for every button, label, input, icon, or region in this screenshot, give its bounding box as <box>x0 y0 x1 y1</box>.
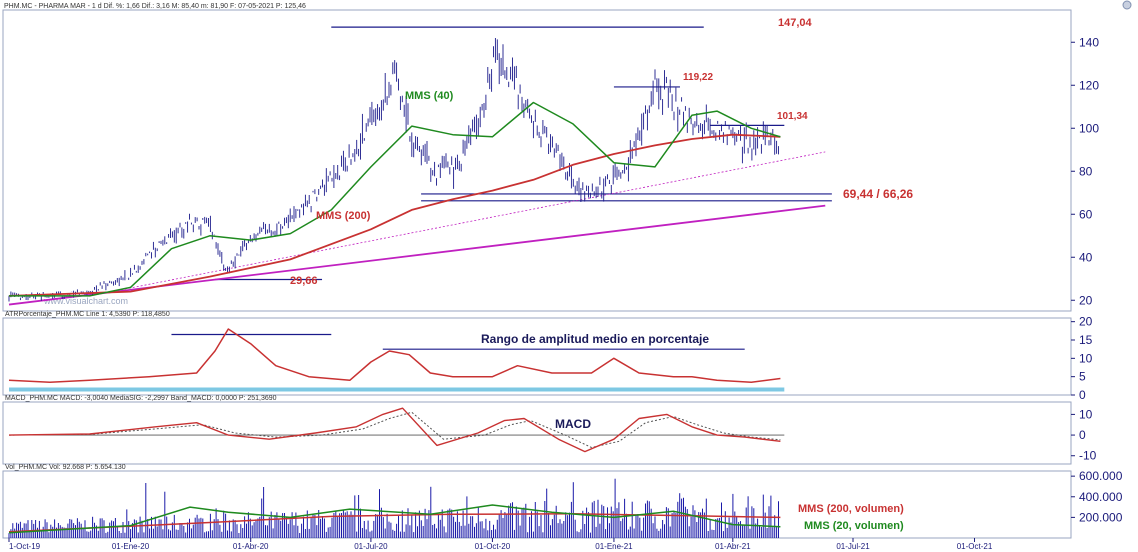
annotation-low: 29,66 <box>290 275 318 287</box>
x-tick-label: 01-Abr-21 <box>715 542 751 551</box>
x-tick-label: 01-Oct-21 <box>957 542 993 551</box>
x-tick-label: 1-Oct-19 <box>9 542 41 551</box>
price-panel-frame <box>2 9 1072 312</box>
grid-layer <box>8 41 1075 542</box>
y-tick-label: 140 <box>1079 35 1099 49</box>
y-tick-label: 200.000 <box>1079 510 1123 524</box>
y-tick-label: 80 <box>1079 164 1093 178</box>
y-tick-label: 100 <box>1079 121 1099 135</box>
watermark: www.visualchart.com <box>43 296 128 306</box>
atr-panel-frame <box>2 317 1072 396</box>
labels-layer: 2040608010012014020151050100-10600.00040… <box>9 35 1123 551</box>
y-tick-label: 400.000 <box>1079 490 1123 504</box>
legend-vol-200: MMS (200, volumen) <box>798 503 904 515</box>
window-menu-icon[interactable] <box>1122 0 1132 10</box>
macd-header: MACD_PHM.MC MACD: -3,0040 MediaSIG: -2,2… <box>5 395 277 402</box>
price-ohlc-bars <box>8 38 779 302</box>
atr-header: ATRPorcentaje_PHM.MC Line 1: 4,5390 P: 1… <box>5 311 170 318</box>
macd-title: MACD <box>555 417 591 431</box>
y-tick-label: 20 <box>1079 293 1093 307</box>
y-tick-label: 10 <box>1079 351 1093 365</box>
atr-line <box>8 328 781 383</box>
x-tick-label: 01-Ene-21 <box>595 542 633 551</box>
y-tick-label: 10 <box>1079 407 1093 421</box>
y-tick-label: 5 <box>1079 370 1086 384</box>
x-tick-label: 01-Jul-20 <box>354 542 388 551</box>
label-mms200: MMS (200) <box>316 210 371 222</box>
x-tick-label: 01-Ene-20 <box>112 542 150 551</box>
volume-header: Vol_PHM.MC Vol: 92.668 P: 5.654.130 <box>5 464 126 471</box>
atr-title: Rango de amplitud medio en porcentaje <box>481 332 709 346</box>
x-tick-label: 01-Oct-20 <box>475 542 511 551</box>
annotation-support: 69,44 / 66,26 <box>843 187 913 201</box>
volume-mms20-line <box>8 504 781 534</box>
mms40-line <box>9 101 781 297</box>
y-tick-label: 0 <box>1079 388 1086 402</box>
annotation-119: 119,22 <box>683 72 713 83</box>
mms200-line <box>8 133 781 297</box>
y-tick-label: 0 <box>1079 428 1086 442</box>
y-tick-label: -10 <box>1079 449 1097 463</box>
x-tick-label: 01-Abr-20 <box>233 542 269 551</box>
marks-layer <box>8 26 832 538</box>
main-header: PHM.MC - PHARMA MAR - 1 d Dif. %: 1,66 D… <box>4 3 306 10</box>
x-tick-label: 01-Jul-21 <box>836 542 870 551</box>
y-tick-label: 600.000 <box>1079 469 1123 483</box>
volume-bars <box>8 478 779 538</box>
trendline-soporte_punteada <box>89 151 826 297</box>
y-tick-label: 15 <box>1079 333 1093 347</box>
label-mms40: MMS (40) <box>405 90 454 102</box>
annotation-high: 147,04 <box>778 17 813 29</box>
y-tick-label: 120 <box>1079 78 1099 92</box>
y-tick-label: 20 <box>1079 315 1093 329</box>
annotation-101: 101,34 <box>777 111 808 122</box>
macd-line <box>8 407 781 453</box>
y-tick-label: 40 <box>1079 250 1093 264</box>
legend-vol-20: MMS (20, volumen) <box>804 520 904 532</box>
macd-signal-line <box>8 411 781 448</box>
macd-panel-frame <box>2 401 1072 465</box>
y-tick-label: 60 <box>1079 207 1093 221</box>
